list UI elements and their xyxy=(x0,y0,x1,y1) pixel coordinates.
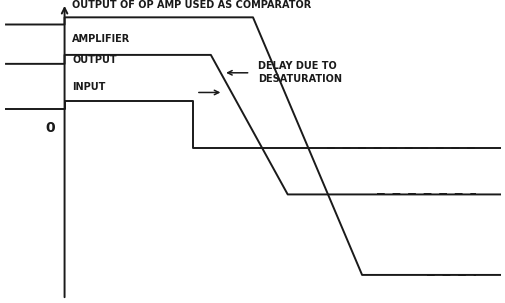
Text: 0: 0 xyxy=(45,121,55,135)
Text: OUTPUT OF OP AMP USED AS COMPARATOR: OUTPUT OF OP AMP USED AS COMPARATOR xyxy=(72,0,311,10)
Text: AMPLIFIER: AMPLIFIER xyxy=(72,34,130,44)
Text: INPUT: INPUT xyxy=(72,82,105,92)
Text: DELAY DUE TO
DESATURATION: DELAY DUE TO DESATURATION xyxy=(258,61,341,85)
Text: OUTPUT: OUTPUT xyxy=(72,55,116,65)
